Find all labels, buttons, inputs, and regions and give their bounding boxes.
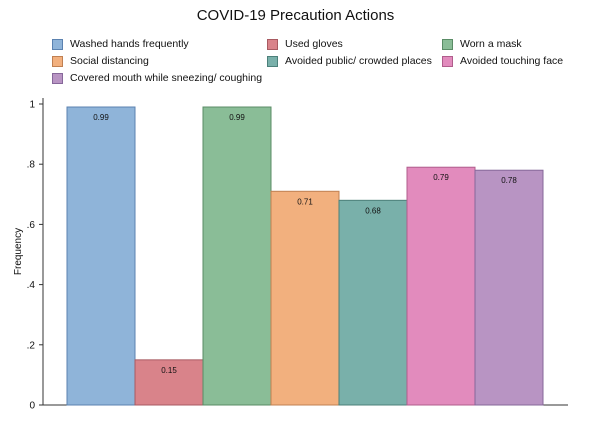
legend-item-washed-hands: Washed hands frequently <box>52 38 189 50</box>
bar-value-label: 0.99 <box>229 113 245 122</box>
y-tick-label: .8 <box>27 160 36 171</box>
chart-legend: Washed hands frequently Used gloves Worn… <box>52 38 582 86</box>
legend-item-avoided-crowds: Avoided public/ crowded places <box>267 55 432 67</box>
legend-label: Covered mouth while sneezing/ coughing <box>70 72 263 84</box>
bar <box>270 190 340 406</box>
legend-swatch <box>52 38 63 50</box>
chart-title: COVID-19 Precaution Actions <box>196 7 395 24</box>
bar-value-label: 0.99 <box>93 113 109 122</box>
bar-value-label: 0.68 <box>365 206 381 215</box>
bar <box>474 169 544 406</box>
y-tick-label: .4 <box>27 280 36 291</box>
legend-item-worn-mask: Worn a mask <box>442 38 522 50</box>
legend-swatch <box>267 55 278 67</box>
legend-item-avoided-touching-face: Avoided touching face <box>442 55 563 67</box>
bar <box>338 199 408 406</box>
legend-swatch <box>442 55 453 67</box>
bar-value-label: 0.15 <box>161 366 177 375</box>
bar <box>66 106 136 406</box>
legend-swatch <box>442 38 453 50</box>
bar-value-label: 0.79 <box>433 173 449 182</box>
legend-label: Worn a mask <box>460 38 522 50</box>
legend-swatch <box>52 55 63 67</box>
y-tick-label: 0 <box>29 401 35 412</box>
legend-swatch <box>52 72 63 84</box>
legend-label: Avoided touching face <box>460 55 564 67</box>
y-axis-title: Frequency <box>13 228 24 275</box>
legend-swatch <box>267 38 278 50</box>
y-tick-label: .6 <box>27 220 36 231</box>
bar-value-label: 0.78 <box>501 176 517 185</box>
legend-item-covered-mouth: Covered mouth while sneezing/ coughing <box>52 72 262 84</box>
legend-item-used-gloves: Used gloves <box>267 38 343 50</box>
legend-label: Used gloves <box>285 38 343 50</box>
y-tick-label: 1 <box>29 100 35 111</box>
legend-label: Social distancing <box>70 55 149 67</box>
legend-item-social-distancing: Social distancing <box>52 55 149 67</box>
legend-label: Washed hands frequently <box>70 38 189 50</box>
bar <box>202 106 272 406</box>
y-tick-label: .2 <box>27 340 36 351</box>
bar <box>406 166 476 406</box>
legend-label: Avoided public/ crowded places <box>285 55 432 67</box>
bar-value-label: 0.71 <box>297 197 313 206</box>
